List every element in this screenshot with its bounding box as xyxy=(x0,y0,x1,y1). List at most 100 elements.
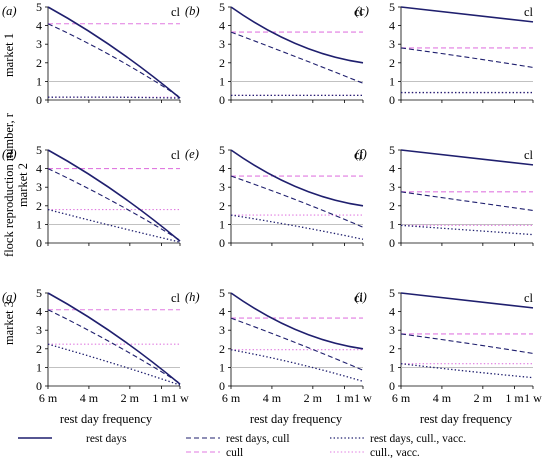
legend-label-rest-days-cull: rest days, cull xyxy=(226,433,290,445)
legend-label-cull-vacc: cull., vacc. xyxy=(370,447,420,459)
y-tick-label: 3 xyxy=(389,323,395,337)
y-tick-label: 3 xyxy=(36,37,42,51)
x-tick-label: 4 m xyxy=(433,391,452,405)
x-tick-label: 4 m xyxy=(263,391,282,405)
y-tick-label: 4 xyxy=(219,305,225,319)
x-axis-title-col-1: rest day frequency xyxy=(60,412,153,426)
panel-b: 0 1 2 3 4 5 (b) cl xyxy=(185,0,364,107)
y-tick-label: 2 xyxy=(36,199,42,213)
row-label-market-1: market 1 xyxy=(2,33,16,77)
series-rest-days-cull xyxy=(400,191,534,211)
series-rest-days xyxy=(47,149,181,242)
legend-label-rest-days-cull-vacc: rest days, cull., vacc. xyxy=(370,433,466,445)
series-rest-days xyxy=(47,6,181,99)
corner-label: cl xyxy=(354,148,364,162)
y-tick-label: 0 xyxy=(389,93,395,107)
series-rest-days-cull xyxy=(230,317,364,371)
series-rest-days-cull-vacc xyxy=(47,208,181,243)
y-tick-label: 3 xyxy=(36,323,42,337)
y-tick-label: 5 xyxy=(219,286,225,300)
corner-label: cl xyxy=(524,5,534,19)
series-rest-days-cull-vacc xyxy=(400,363,534,379)
panel-label: (b) xyxy=(185,4,200,18)
corner-label: cl xyxy=(171,291,181,305)
y-tick-label: 1 xyxy=(36,217,42,231)
y-tick-label: 0 xyxy=(389,379,395,393)
corner-label: cl xyxy=(171,148,181,162)
y-tick-label: 3 xyxy=(389,180,395,194)
y-tick-label: 0 xyxy=(219,379,225,393)
series-rest-days-cull-vacc xyxy=(47,96,181,99)
x-tick-label: 1 w xyxy=(354,391,372,405)
x-tick-label: 1 m xyxy=(505,391,524,405)
y-tick-label: 2 xyxy=(36,342,42,356)
y-tick-label: 1 xyxy=(219,360,225,374)
panel-e: 0 1 2 3 4 5 (e) cl xyxy=(185,143,364,250)
series-rest-days-cull-vacc xyxy=(47,343,181,386)
y-tick-label: 0 xyxy=(219,93,225,107)
x-tick-label: 1 m xyxy=(335,391,354,405)
y-tick-label: 2 xyxy=(219,199,225,213)
y-tick-label: 1 xyxy=(389,217,395,231)
y-tick-label: 0 xyxy=(389,236,395,250)
y-tick-label: 5 xyxy=(389,0,395,14)
x-tick-label: 2 m xyxy=(304,391,323,405)
y-tick-label: 2 xyxy=(389,199,395,213)
y-tick-label: 3 xyxy=(219,323,225,337)
panel-label: (e) xyxy=(185,147,199,161)
y-tick-label: 4 xyxy=(36,305,42,319)
y-tick-label: 4 xyxy=(389,162,395,176)
panel-label: (i) xyxy=(355,290,367,304)
y-tick-label: 0 xyxy=(219,236,225,250)
corner-label: cl xyxy=(354,291,364,305)
panel-d: 0 1 2 3 4 5 (d) cl xyxy=(2,143,181,250)
x-tick-label: 1 w xyxy=(171,391,189,405)
legend-label-rest-days: rest days xyxy=(86,433,127,445)
y-tick-label: 4 xyxy=(219,19,225,33)
panel-label: (d) xyxy=(2,147,17,161)
y-tick-label: 4 xyxy=(389,19,395,33)
x-tick-label: 1 w xyxy=(524,391,542,405)
x-axis-title-col-2: rest day frequency xyxy=(250,412,343,426)
labels-layer: flock reproduction number, r market 1 ma… xyxy=(2,33,513,426)
panel-label: (g) xyxy=(2,290,17,304)
x-tick-label: 2 m xyxy=(121,391,140,405)
series-rest-days-cull xyxy=(47,168,181,241)
y-tick-label: 2 xyxy=(389,56,395,70)
series-rest-days-cull xyxy=(230,31,364,84)
y-tick-label: 1 xyxy=(389,360,395,374)
x-axis-title-col-3: rest day frequency xyxy=(420,412,513,426)
x-tick-label: 6 m xyxy=(222,391,241,405)
x-tick-label: 6 m xyxy=(392,391,411,405)
series-rest-days xyxy=(400,6,534,23)
panel-label: (h) xyxy=(185,290,200,304)
y-tick-label: 3 xyxy=(219,180,225,194)
corner-label: cl xyxy=(171,5,181,19)
panel-label: (a) xyxy=(2,4,17,18)
series-rest-days xyxy=(400,292,534,309)
series-rest-days-cull-vacc xyxy=(230,349,364,382)
y-tick-label: 4 xyxy=(389,305,395,319)
y-tick-label: 4 xyxy=(36,162,42,176)
series-rest-days-cull xyxy=(400,333,534,354)
series-rest-days-cull xyxy=(47,309,181,384)
series-rest-days-cull xyxy=(400,47,534,68)
y-tick-label: 3 xyxy=(36,180,42,194)
legend: rest days rest days, cull cull rest days… xyxy=(18,433,466,459)
y-tick-label: 2 xyxy=(219,56,225,70)
legend-label-cull: cull xyxy=(226,447,243,459)
series-rest-days xyxy=(400,149,534,166)
row-label-market-3: market 3 xyxy=(2,301,16,345)
y-tick-label: 5 xyxy=(219,143,225,157)
series-rest-days-cull-vacc xyxy=(230,214,364,240)
corner-label: cl xyxy=(524,291,534,305)
row-label-market-2: market 2 xyxy=(16,163,30,207)
y-tick-label: 1 xyxy=(36,74,42,88)
